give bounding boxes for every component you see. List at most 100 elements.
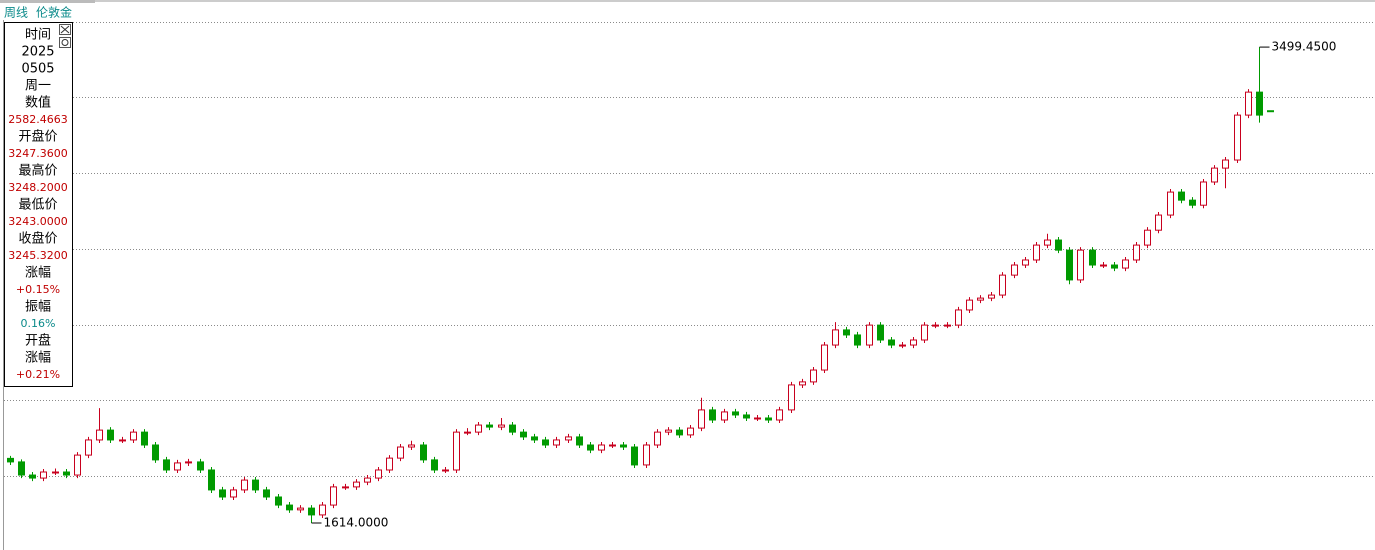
candle-body: [1155, 214, 1162, 231]
candle-body: [241, 479, 248, 491]
candle-body: [252, 479, 259, 491]
candle-body: [598, 444, 605, 451]
panel-row: 最低价: [18, 198, 57, 213]
panel-row: 开盘: [25, 333, 51, 349]
candle-body: [776, 409, 783, 421]
candle-body: [509, 424, 516, 433]
candle-body: [854, 334, 861, 346]
panel-row: +0.21%: [16, 368, 60, 381]
panel-row: 时间: [25, 28, 51, 43]
panel-row: 0505: [21, 62, 54, 77]
candle-body: [676, 429, 683, 436]
annotation-label: 1614.0000: [324, 515, 389, 529]
candle-body: [977, 297, 984, 301]
candle-body: [665, 429, 672, 433]
panel-box: [4, 22, 73, 387]
symbol-label[interactable]: 伦敦金: [36, 5, 72, 20]
candle-body: [353, 481, 360, 488]
candle-body: [63, 471, 70, 476]
settings-icon: [61, 39, 69, 46]
panel-row: 2582.4663: [8, 113, 68, 126]
candle-body: [520, 431, 527, 438]
candle-body: [40, 471, 47, 479]
candle-body: [1144, 229, 1151, 246]
candle-body: [1178, 191, 1185, 201]
candle-body: [609, 444, 616, 447]
panel-row: 涨幅: [25, 351, 51, 366]
candle-body: [810, 369, 817, 383]
candle-body: [141, 431, 148, 446]
candle-body: [185, 461, 192, 464]
candle-body: [1022, 259, 1029, 266]
candle-body: [107, 429, 114, 441]
candle-body: [1066, 249, 1073, 281]
panel-row: 周一: [25, 79, 51, 94]
candle-body: [654, 431, 661, 446]
candle-body: [1211, 167, 1218, 183]
candle-body: [877, 324, 884, 341]
close-icon: [60, 25, 70, 34]
period-label[interactable]: 周线: [4, 6, 28, 20]
candle-body: [1267, 110, 1274, 113]
candle-body: [475, 424, 482, 433]
candle-body: [498, 424, 505, 428]
candle-body: [832, 329, 839, 346]
candle-body: [910, 339, 917, 346]
candle-body: [96, 429, 103, 441]
candle-body: [74, 454, 81, 476]
candle-body: [765, 417, 772, 421]
candle-body: [843, 329, 850, 336]
candle-body: [966, 299, 973, 311]
candle-body: [553, 439, 560, 446]
candle-body: [163, 459, 170, 471]
candle-body: [754, 417, 761, 420]
candle-body: [29, 474, 36, 479]
candle-body: [709, 409, 716, 421]
candle-body: [743, 414, 750, 419]
candle-body: [788, 384, 795, 411]
panel-row: 开盘价: [18, 129, 57, 145]
candle-body: [932, 324, 939, 327]
candle-body: [1122, 259, 1129, 269]
candle-body: [364, 477, 371, 483]
candle-body: [263, 489, 270, 498]
candle-body: [944, 324, 951, 327]
panel-row: 2025: [21, 45, 54, 60]
candle-body: [1234, 114, 1241, 161]
candle-body: [453, 431, 460, 471]
candle-body: [955, 309, 962, 326]
candle-body: [1111, 264, 1118, 269]
candle-body: [999, 274, 1006, 296]
panel-row: 3248.2000: [8, 181, 68, 194]
candle-body: [799, 381, 806, 386]
candle-body: [1100, 264, 1107, 267]
candle-body: [576, 436, 583, 446]
candle-body: [1189, 199, 1196, 206]
panel-row: 收盘价: [18, 231, 57, 247]
candle-body: [1055, 239, 1062, 251]
candle-body: [821, 344, 828, 371]
candle-body: [687, 427, 694, 436]
candle-body: [464, 431, 471, 434]
candle-body: [1044, 239, 1051, 246]
candle-body: [1133, 244, 1140, 261]
candle-body: [52, 471, 59, 474]
candle-body: [587, 444, 594, 451]
candle-body: [899, 344, 906, 347]
panel-row: 涨幅: [25, 266, 51, 281]
panel-row: 数值: [25, 95, 51, 111]
candle-body: [408, 444, 415, 448]
panel-row: 最高价: [18, 163, 57, 179]
candle-body: [330, 486, 337, 506]
candle-body: [230, 489, 237, 498]
candle-body: [1077, 249, 1084, 281]
candle-body: [1011, 264, 1018, 276]
candle-body: [208, 469, 215, 491]
candle-body: [732, 411, 739, 416]
candle-body: [531, 436, 538, 441]
settings-button[interactable]: [59, 37, 71, 48]
candle-body: [275, 496, 282, 506]
panel-row: 振幅: [25, 300, 51, 315]
panel-row: +0.15%: [16, 283, 60, 296]
panel-row: 3245.3200: [8, 249, 68, 262]
